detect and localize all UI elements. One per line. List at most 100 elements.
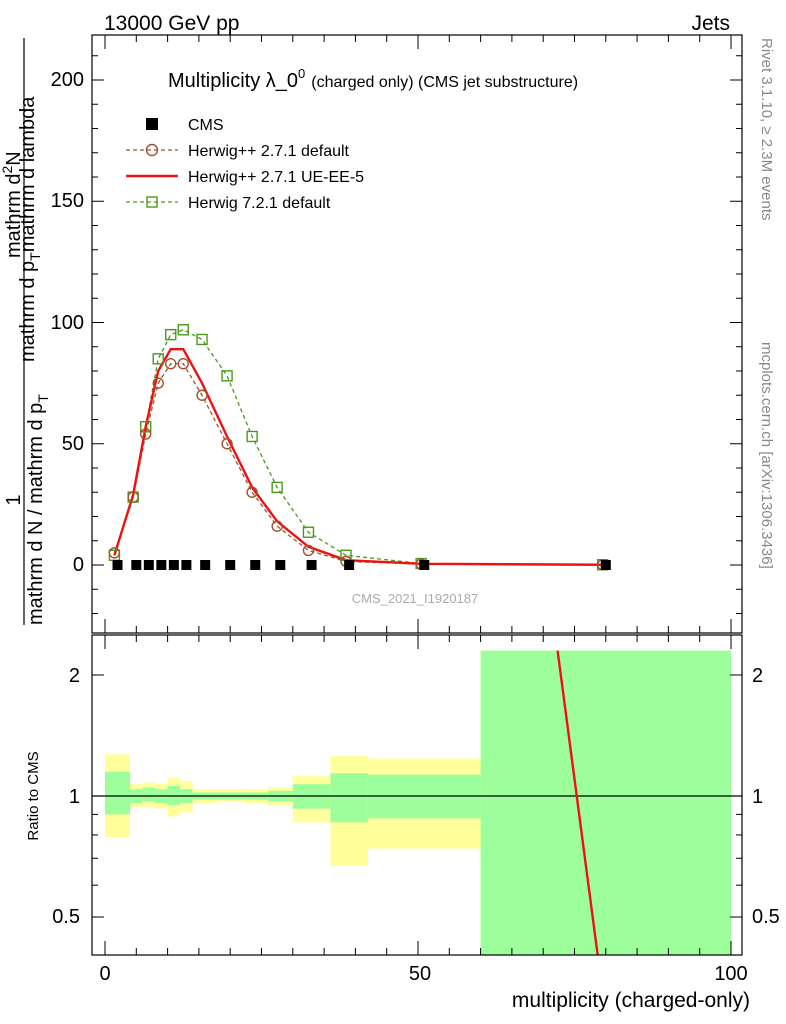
ytick-200: 200 (51, 69, 84, 91)
ratio-ytick-05-right: 0.5 (752, 906, 780, 928)
mcplots-label: mcplots.cern.ch [arXiv:1306.3436] (758, 342, 775, 569)
legend-h721-marker (146, 196, 158, 208)
ratio-ytick-2-left: 2 (69, 665, 80, 687)
legend-h271-marker (145, 143, 159, 157)
cms-data-point (306, 560, 317, 570)
xtick-0: 0 (99, 963, 110, 985)
ratio-bands-layer (105, 650, 731, 955)
ratio-frame (91, 634, 743, 956)
main-yticks (92, 55, 742, 614)
herwig721-point (221, 370, 233, 382)
herwig271-point (196, 389, 208, 401)
cms-data-point (225, 560, 236, 570)
series-herwig271-line (113, 363, 603, 566)
cms-data-point (275, 560, 286, 570)
herwig721-point (246, 430, 258, 443)
ylabel-fraction-top: mathrm d2N (0, 151, 25, 258)
main-frame (91, 34, 743, 634)
x-axis-label: multiplicity (charged-only) (512, 989, 750, 1012)
plot-title-sup: 0 (298, 66, 305, 81)
rivet-version-label: Rivet 3.1.10, ≥ 2.3M events (758, 38, 775, 221)
herwig271-point (139, 428, 152, 440)
ylabel-fraction: mathrm d pTmathrm d lambda (17, 96, 43, 362)
plot-title: Multiplicity λ_00 (charged only) (CMS jet… (168, 66, 578, 92)
ylabel-denom-top: mathrm d N / mathrm d p (25, 403, 47, 625)
ratio-ueee5-line (556, 650, 599, 956)
herwig721-point (196, 333, 208, 346)
ylabel-frac-bottom-sub: T (27, 252, 43, 261)
cms-data-point (168, 560, 179, 570)
herwig721-point (302, 526, 315, 538)
cms-data-point (600, 560, 611, 570)
main-panel: 0 50 100 150 200 Multiplicity λ_00(charg… (51, 34, 743, 634)
legend: CMS Herwig++ 2.7.1 default Herwig++ 2.7.… (126, 117, 364, 212)
ytick-150: 150 (51, 190, 84, 212)
x-ticks (104, 35, 732, 955)
ratio-band-inner (167, 785, 181, 805)
cms-data-point (344, 560, 355, 570)
series-herwig721-line (113, 329, 603, 566)
header-energy: 13000 GeV pp (104, 12, 239, 35)
cms-data-point (112, 560, 123, 570)
cms-data-point (156, 560, 167, 570)
ratio-ylabel: Ratio to CMS (25, 751, 42, 840)
ylabel-denom-sub: T (35, 394, 51, 403)
xtick-100: 100 (714, 963, 747, 985)
ratio-band-inner (105, 771, 131, 815)
herwig721-point (177, 324, 189, 336)
ylabel-denominator: mathrm d N / mathrm d pT (25, 394, 51, 625)
ylabel-numerator: 1 (3, 494, 25, 505)
legend-cms-label: CMS (188, 117, 224, 134)
ratio-series-layer (556, 650, 599, 956)
legend-h271-label: Herwig++ 2.7.1 default (188, 143, 350, 160)
series-ueee5-line (113, 347, 603, 566)
legend-cms-marker (146, 118, 158, 130)
legend-h721-label: Herwig 7.2.1 default (188, 195, 331, 212)
plot-title-main: Multiplicity λ_0 (168, 70, 298, 92)
ratio-panel: 0.5 1 2 0.5 1 2 (52, 634, 780, 956)
ytick-0: 0 (73, 554, 84, 576)
cms-data-point (181, 560, 192, 570)
cms-data-point (143, 560, 154, 570)
ratio-yticks (92, 674, 742, 918)
cms-data-point (250, 560, 261, 570)
main-series-layer (108, 324, 611, 571)
ratio-band-inner (330, 773, 368, 823)
ratio-band-inner (480, 650, 731, 955)
legend-ueee5-label: Herwig++ 2.7.1 UE-EE-5 (188, 169, 364, 186)
herwig271-point (108, 547, 121, 559)
herwig271-point (271, 520, 283, 532)
herwig271-point (302, 544, 315, 557)
ylabel-frac-bottom2: mathrm d lambda (17, 96, 39, 252)
cms-data-point (131, 560, 142, 570)
herwig271-point (246, 486, 258, 498)
cms-data-point (419, 560, 430, 570)
herwig271-point (221, 438, 233, 450)
herwig721-point (152, 353, 164, 365)
ylabel-frac-top: mathrm d (3, 174, 25, 258)
herwig271-point (127, 491, 139, 503)
main-ylabel: 1 mathrm d N / mathrm d pT mathrm d pTma… (0, 38, 51, 625)
cms-data-point (200, 560, 211, 570)
herwig271-point (165, 358, 177, 370)
ytick-100: 100 (51, 312, 84, 334)
herwig721-point (271, 481, 283, 494)
herwig271-point (177, 358, 189, 370)
herwig721-point (165, 328, 177, 341)
herwig271-point (152, 377, 164, 389)
herwig721-point (139, 421, 152, 433)
ylabel-frac-bottom: mathrm d p (17, 261, 39, 362)
ratio-ytick-2-right: 2 (752, 665, 763, 687)
ratio-ytick-05-left: 0.5 (52, 906, 80, 928)
xtick-50: 50 (409, 963, 431, 985)
ratio-ytick-1-right: 1 (752, 786, 763, 808)
ratio-ytick-1-left: 1 (69, 786, 80, 808)
ytick-50: 50 (62, 433, 84, 455)
ylabel-frac-sup: 2 (0, 166, 15, 174)
plot-title-suffix: (charged only) (CMS jet substructure) (311, 74, 578, 91)
header-process: Jets (691, 12, 730, 35)
ratio-band-inner (142, 787, 156, 802)
ylabel-frac-top2: N (3, 151, 25, 165)
analysis-id: CMS_2021_I1920187 (352, 591, 479, 606)
